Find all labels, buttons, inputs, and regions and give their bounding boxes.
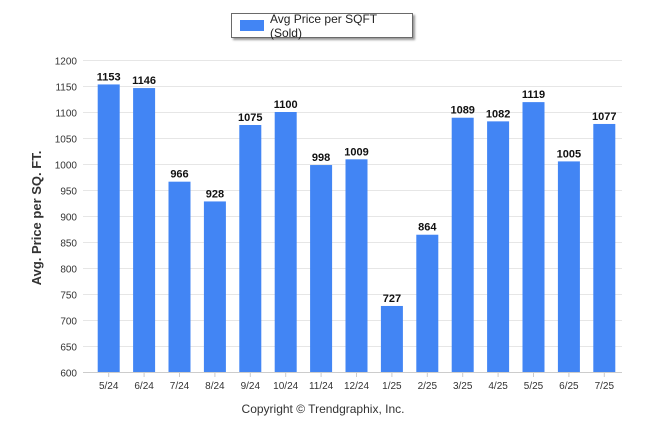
- y-tick-label: 1150: [55, 83, 77, 94]
- data-label: 1119: [522, 89, 545, 101]
- x-tick-label: 5/25: [524, 381, 544, 392]
- x-tick-label: 3/25: [453, 381, 473, 392]
- bar: [274, 112, 297, 372]
- y-tick-label: 950: [60, 187, 77, 198]
- legend-label: Avg Price per SQFT (Sold): [269, 11, 377, 40]
- data-label: 966: [170, 169, 188, 181]
- x-tick-label: 4/25: [488, 381, 508, 392]
- data-label: 928: [206, 188, 224, 200]
- data-label: 727: [383, 293, 401, 305]
- y-tick-label: 850: [60, 239, 77, 250]
- data-label: 1005: [557, 148, 581, 160]
- bar: [557, 161, 580, 372]
- bar: [310, 165, 333, 372]
- bar: [203, 201, 226, 372]
- y-tick-label: 600: [60, 369, 77, 380]
- data-label: 1089: [450, 105, 474, 117]
- bar: [345, 159, 368, 372]
- bars: 1153 1146 966 928 1075 1100 998 1009 727 864 1089 1…: [97, 71, 617, 373]
- data-label: 1100: [274, 99, 298, 111]
- y-tick-label: 1200: [55, 57, 78, 68]
- y-tick-label: 800: [60, 265, 77, 276]
- x-tick-label: 1/25: [382, 381, 402, 392]
- y-tick-label: 1000: [55, 161, 78, 172]
- data-label: 998: [312, 152, 330, 164]
- bar: [487, 121, 510, 372]
- data-label: 1009: [344, 146, 368, 158]
- x-tick-label: 6/25: [559, 381, 579, 392]
- data-label: 1153: [97, 71, 121, 83]
- y-tick-label: 700: [60, 317, 77, 328]
- bar: [416, 234, 439, 372]
- bar: [451, 117, 474, 372]
- x-tick-label: 2/25: [418, 381, 438, 392]
- data-label: 864: [418, 222, 437, 234]
- x-tick-label: 12/24: [344, 381, 369, 392]
- x-tick-label: 7/25: [595, 381, 615, 392]
- x-tick-label: 11/24: [309, 381, 334, 392]
- bar: [168, 181, 191, 372]
- bar: [239, 125, 262, 372]
- x-axis: 5/24 6/24 7/24 8/24 9/24 10/24 11/24 12/24 1/25 2…: [83, 372, 622, 392]
- data-label: 1077: [592, 111, 616, 123]
- y-tick-label: 1100: [55, 109, 77, 120]
- y-tick-label: 900: [60, 213, 77, 224]
- data-label: 1082: [486, 108, 510, 120]
- x-tick-label: 6/24: [134, 381, 154, 392]
- bar: [522, 102, 545, 373]
- bar: [380, 305, 403, 372]
- legend: Avg Price per SQFT (Sold): [231, 11, 413, 40]
- y-axis: 600 650 700 750 800 850 900 950 1000 1050 1100 1150…: [55, 57, 78, 380]
- x-tick-label: 5/24: [99, 381, 119, 392]
- y-tick-label: 750: [60, 291, 77, 302]
- copyright-text: Copyright © Trendgraphix, Inc.: [241, 402, 405, 416]
- y-axis-label: Avg. Price per SQ. FT.: [29, 151, 44, 286]
- x-tick-label: 7/24: [170, 381, 190, 392]
- y-tick-label: 650: [60, 343, 77, 354]
- legend-swatch: [240, 20, 264, 31]
- x-tick-label: 10/24: [273, 381, 298, 392]
- bar: [97, 84, 120, 372]
- bar: [133, 88, 156, 372]
- data-label: 1146: [132, 75, 156, 87]
- data-label: 1075: [238, 112, 262, 124]
- bar: [593, 123, 616, 373]
- y-tick-label: 1050: [55, 135, 78, 146]
- x-tick-label: 9/24: [241, 381, 261, 392]
- x-tick-label: 8/24: [205, 381, 225, 392]
